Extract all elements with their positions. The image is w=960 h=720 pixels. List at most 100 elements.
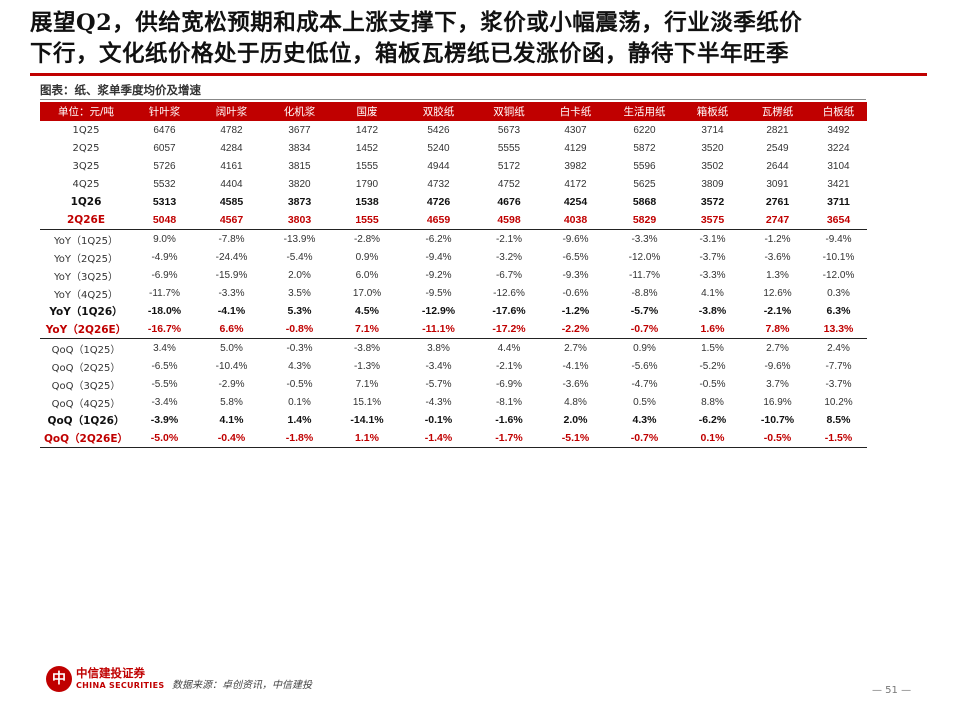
brand-name-cn: 中信建投证券: [76, 666, 145, 680]
table-cell: 4161: [220, 160, 243, 172]
table-cell: 3421: [827, 178, 850, 190]
table-cell: -9.4%: [425, 251, 452, 263]
table-cell: -0.1%: [424, 414, 453, 426]
table-cell: -5.1%: [542, 429, 609, 448]
header-column: 白板纸: [810, 102, 867, 121]
table-cell: -9.6%: [542, 229, 609, 248]
row-label: 2Q26E: [66, 214, 106, 226]
table-row: QoQ（1Q26） -3.9% 4.1% 1.4% -14.1% -0.1% -1.6% 2.…: [40, 411, 867, 429]
table-row: YoY（4Q25） -11.7% -3.3% 3.5% 17.0% -9.5% -12.6%…: [40, 284, 867, 302]
table-cell: -3.3%: [218, 287, 245, 299]
table-cell: 5240: [427, 142, 450, 154]
header-column: 双胶纸: [401, 102, 476, 121]
table-cell: 4307: [564, 124, 587, 136]
table-row: 2Q25 6057 4284 3834 1452 5240 5555 4129 5872 3520…: [40, 139, 867, 157]
table-cell: 5048: [152, 214, 177, 226]
table-cell: 2821: [766, 124, 789, 136]
table-cell: 4129: [564, 142, 587, 154]
table-cell: 5.3%: [287, 305, 312, 317]
table-header-row: 单位：元/吨 针叶浆 阔叶浆 化机浆 国废 双胶纸 双铜纸 白卡纸 生活用纸 箱板纸 瓦楞纸 白板纸: [40, 102, 867, 121]
table-cell: -6.2%: [698, 414, 727, 426]
table-cell: 3820: [288, 178, 311, 190]
table-row: QoQ（2Q25） -6.5% -10.4% 4.3% -1.3% -3.4% -2.1% -…: [40, 357, 867, 375]
table-cell: -2.8%: [333, 229, 401, 248]
table-cell: -17.2%: [492, 323, 526, 335]
table-cell: 5673: [497, 124, 521, 136]
table-cell: 1472: [355, 124, 379, 136]
table-cell: 8.8%: [701, 396, 724, 408]
table-row: YoY（2Q25） -4.9% -24.4% -5.4% 0.9% -9.4% -3.2% -…: [40, 248, 867, 266]
table-cell: -3.2%: [495, 251, 523, 263]
table-cell: 4.4%: [476, 338, 542, 357]
table-cell: -9.5%: [425, 287, 452, 299]
table-cell: 3815: [288, 160, 311, 172]
table-row: 1Q25 6476 4782 3677 1472 5426 5673 4307 6220 3714…: [40, 121, 867, 139]
table-cell: 4585: [219, 196, 244, 208]
table-cell: 3104: [827, 160, 850, 172]
table-cell: -3.9%: [150, 414, 179, 426]
table-cell: 3572: [700, 196, 725, 208]
row-label: 1Q25: [72, 124, 100, 136]
header-column: 针叶浆: [132, 102, 197, 121]
data-source-note: 数据来源：卓创资讯，中信建投: [172, 680, 312, 691]
header-column: 白卡纸: [542, 102, 609, 121]
table-cell: 3492: [827, 124, 850, 136]
table-cell: -2.1%: [763, 305, 792, 317]
table-cell: 5868: [632, 196, 657, 208]
table-cell: 3711: [827, 196, 850, 208]
row-label: QoQ（4Q25）: [51, 398, 121, 410]
table-cell: -1.2%: [745, 229, 810, 248]
table-cell: 4659: [426, 214, 451, 226]
table-cell: 6057: [153, 142, 176, 154]
table-cell: 0.5%: [633, 396, 656, 408]
table-cell: -5.0%: [132, 429, 197, 448]
table-cell: -0.5%: [286, 378, 313, 390]
table-cell: 3520: [701, 142, 724, 154]
table-cell: 4254: [563, 196, 588, 208]
row-label: 2Q25: [72, 142, 100, 154]
table-cell: 6.3%: [826, 305, 851, 317]
table-cell: 3575: [700, 214, 725, 226]
caption-divider: [40, 99, 866, 100]
table-cell: -3.3%: [699, 269, 726, 281]
row-label: 4Q25: [72, 178, 100, 190]
table-row: 3Q25 5726 4161 3815 1555 4944 5172 3982 5596 3502…: [40, 157, 867, 175]
table-cell: 1.4%: [287, 414, 312, 426]
table-cell: -5.7%: [425, 378, 452, 390]
table-cell: 5172: [497, 160, 521, 172]
table-cell: 7.8%: [765, 323, 790, 335]
table-cell: -3.6%: [562, 378, 589, 390]
table-cell: 3502: [701, 160, 724, 172]
table-cell: -6.9%: [151, 269, 178, 281]
header-column: 瓦楞纸: [745, 102, 810, 121]
table-cell: 3803: [287, 214, 312, 226]
table-cell: 2644: [766, 160, 789, 172]
table-cell: 5596: [633, 160, 656, 172]
table-row: YoY（3Q25） -6.9% -15.9% 2.0% 6.0% -9.2% -6.7% -9…: [40, 266, 867, 284]
table-cell: 7.1%: [355, 378, 379, 390]
table-cell: 4.1%: [219, 414, 244, 426]
table-cell: 1.3%: [766, 269, 789, 281]
table-cell: 3.4%: [132, 338, 197, 357]
table-cell: 4598: [497, 214, 521, 226]
header-column: 双铜纸: [476, 102, 542, 121]
table-cell: -7.8%: [197, 229, 266, 248]
table-cell: 5.8%: [220, 396, 243, 408]
row-label: QoQ（2Q26E）: [40, 429, 132, 448]
table-cell: 3091: [766, 178, 789, 190]
table-cell: -0.5%: [745, 429, 810, 448]
table-cell: 5726: [153, 160, 176, 172]
table-row: QoQ（2Q26E） -5.0% -0.4% -1.8% 1.1% -1.4% -1.7% -…: [40, 429, 867, 448]
table-cell: -4.1%: [562, 360, 589, 372]
table-cell: 4.3%: [632, 414, 657, 426]
row-label: QoQ（1Q25）: [40, 338, 132, 357]
table-cell: 1555: [355, 160, 379, 172]
table-cell: -14.1%: [350, 414, 384, 426]
table-cell: 1538: [355, 196, 379, 208]
table-cell: -3.3%: [609, 229, 680, 248]
table-cell: 6.6%: [219, 323, 244, 335]
title-line-1: 展望Q2，供给宽松预期和成本上涨支撑下，浆价或小幅震荡，行业淡季纸价: [30, 10, 803, 36]
table-cell: -3.1%: [680, 229, 745, 248]
row-label: 1Q26: [70, 196, 102, 208]
table-row: YoY（1Q26） -18.0% -4.1% 5.3% 4.5% -12.9% -17.6%…: [40, 302, 867, 320]
